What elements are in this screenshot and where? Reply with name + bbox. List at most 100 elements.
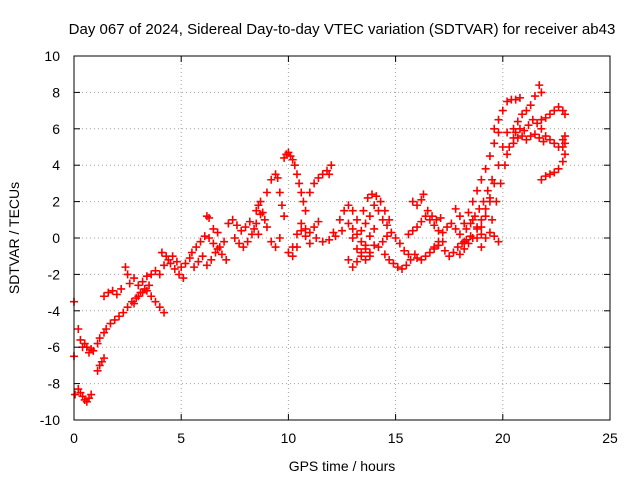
data-point: [252, 219, 261, 228]
data-point: [464, 208, 473, 217]
data-point: [130, 299, 139, 308]
data-point: [232, 221, 241, 230]
data-point: [503, 150, 512, 159]
data-point: [230, 234, 239, 242]
data-point: [460, 244, 469, 253]
data-point: [494, 237, 503, 246]
data-point: [451, 224, 460, 233]
data-point: [348, 263, 357, 272]
data-point: [220, 237, 229, 246]
data-point: [477, 243, 486, 252]
data-point: [535, 81, 544, 90]
data-point: [524, 121, 533, 130]
data-point: [134, 281, 143, 290]
data-point: [503, 128, 512, 137]
data-point: [239, 243, 248, 252]
data-point: [387, 228, 396, 237]
data-point: [175, 270, 184, 279]
data-point: [305, 239, 314, 248]
data-point: [292, 243, 301, 252]
data-point: [325, 235, 334, 244]
data-point: [348, 224, 357, 233]
data-point: [134, 292, 143, 301]
data-point: [273, 173, 282, 182]
data-point: [470, 212, 479, 221]
data-point: [462, 224, 471, 233]
data-point: [520, 126, 529, 135]
data-point: [280, 212, 289, 221]
data-point: [344, 219, 353, 228]
data-point: [550, 168, 559, 177]
data-point: [515, 93, 524, 102]
y-tick-label: 6: [52, 121, 60, 137]
data-point: [170, 264, 179, 273]
data-point: [475, 204, 484, 213]
data-point: [142, 272, 151, 281]
data-point: [318, 237, 327, 246]
data-point: [130, 274, 139, 283]
data-point: [119, 308, 128, 317]
data-point: [301, 224, 310, 233]
data-point: [537, 88, 546, 97]
data-point: [207, 255, 216, 264]
data-point: [258, 208, 267, 217]
data-point: [430, 243, 439, 252]
data-point: [541, 132, 550, 141]
data-point: [560, 150, 569, 159]
data-point: [513, 133, 522, 142]
data-point: [155, 270, 164, 279]
data-point: [455, 212, 464, 221]
data-point: [147, 292, 156, 301]
data-point: [361, 241, 370, 250]
data-point: [275, 234, 284, 242]
data-point: [490, 124, 499, 133]
data-point: [533, 119, 542, 128]
data-point: [485, 152, 494, 161]
data-point: [481, 212, 490, 221]
data-point: [290, 161, 299, 170]
data-point: [157, 248, 166, 257]
data-point: [179, 274, 188, 283]
data-point: [494, 115, 503, 124]
data-point: [310, 223, 319, 232]
data-point: [151, 297, 160, 306]
data-point: [400, 246, 409, 255]
data-point: [222, 255, 231, 264]
data-point: [530, 92, 539, 101]
data-point: [383, 232, 392, 241]
data-point: [250, 224, 259, 233]
data-point: [481, 164, 490, 173]
data-point: [518, 132, 527, 141]
data-point: [406, 255, 415, 264]
data-point: [445, 252, 454, 261]
data-point: [277, 201, 286, 210]
data-point: [256, 197, 265, 206]
data-point: [365, 248, 374, 257]
data-point: [192, 243, 201, 252]
data-point: [560, 132, 569, 141]
data-point: [262, 223, 271, 232]
data-point: [292, 170, 301, 179]
data-point: [299, 197, 308, 206]
data-point: [515, 124, 524, 133]
data-point: [344, 201, 353, 210]
data-point: [539, 137, 548, 146]
data-point: [325, 170, 334, 179]
data-point: [172, 257, 181, 266]
data-point: [121, 263, 130, 272]
data-point: [430, 221, 439, 230]
y-tick-label: 0: [52, 230, 60, 246]
data-point: [530, 130, 539, 139]
chart-title: Day 067 of 2024, Sidereal Day-to-day VTE…: [69, 21, 616, 38]
data-point: [398, 264, 407, 273]
data-point: [395, 239, 404, 248]
data-point: [370, 241, 379, 250]
data-point: [145, 281, 154, 290]
x-axis-label: GPS time / hours: [289, 458, 396, 474]
data-point: [468, 197, 477, 206]
data-point: [310, 179, 319, 188]
data-point: [522, 106, 531, 115]
data-point: [464, 239, 473, 248]
data-point: [102, 325, 111, 333]
